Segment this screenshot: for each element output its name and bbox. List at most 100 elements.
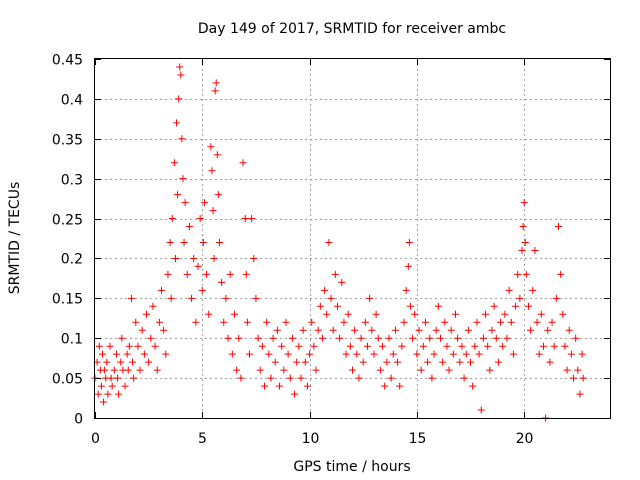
data-point: [181, 199, 189, 207]
data-point: [432, 326, 440, 334]
data-point: [100, 398, 108, 406]
data-point: [213, 151, 221, 159]
data-point: [469, 382, 477, 390]
data-point: [402, 286, 410, 294]
data-point: [179, 175, 187, 183]
data-point: [349, 366, 356, 374]
data-point: [389, 350, 397, 358]
data-point: [145, 358, 153, 366]
data-point: [475, 350, 483, 358]
data-point: [351, 326, 359, 334]
data-point: [185, 223, 193, 231]
data-point: [198, 286, 206, 294]
data-point: [205, 310, 213, 318]
data-point: [282, 318, 290, 326]
data-point: [224, 334, 232, 342]
data-point: [235, 334, 243, 342]
data-point: [387, 374, 395, 382]
data-point: [364, 342, 372, 350]
data-point: [293, 358, 301, 366]
data-point: [342, 350, 350, 358]
data-point: [462, 350, 470, 358]
data-point: [271, 358, 279, 366]
data-point: [104, 390, 112, 398]
data-point: [563, 366, 571, 374]
data-point: [368, 326, 376, 334]
x-tick-label: 10: [302, 431, 320, 447]
data-point: [207, 143, 215, 151]
data-point: [521, 238, 529, 246]
data-point: [280, 366, 288, 374]
data-point: [177, 71, 185, 79]
data-point: [486, 366, 494, 374]
y-tick-label: 0.4: [61, 93, 83, 109]
data-point: [112, 350, 120, 358]
data-point: [421, 318, 429, 326]
data-point: [178, 135, 186, 143]
data-point: [522, 270, 530, 278]
data-point: [267, 374, 275, 382]
data-point: [310, 342, 318, 350]
y-tick-label: 0.3: [61, 173, 83, 189]
data-point: [284, 350, 292, 358]
data-point: [514, 270, 522, 278]
data-point: [561, 342, 569, 350]
data-point: [316, 302, 324, 310]
data-point: [516, 294, 524, 302]
data-point: [482, 310, 490, 318]
data-point: [456, 358, 464, 366]
data-point: [579, 374, 587, 382]
data-point: [447, 326, 455, 334]
data-point: [344, 310, 352, 318]
data-point: [106, 342, 114, 350]
y-tick-label: 0.45: [52, 53, 83, 69]
data-point: [166, 238, 174, 246]
data-point: [246, 350, 253, 358]
data-point: [115, 390, 123, 398]
data-point: [103, 358, 111, 366]
data-point: [164, 270, 172, 278]
data-point: [574, 366, 582, 374]
data-point: [199, 238, 207, 246]
data-point: [226, 270, 234, 278]
data-point: [499, 342, 507, 350]
data-point: [376, 366, 384, 374]
data-point: [439, 358, 447, 366]
data-point: [168, 215, 176, 223]
data-point: [370, 350, 378, 358]
data-point: [130, 374, 138, 382]
data-point: [539, 342, 547, 350]
data-point: [477, 406, 485, 414]
data-point: [490, 302, 498, 310]
data-point: [353, 350, 361, 358]
data-point: [454, 334, 462, 342]
data-point: [359, 358, 367, 366]
data-point: [557, 270, 565, 278]
data-point: [467, 358, 475, 366]
data-point: [212, 79, 220, 87]
data-point: [379, 342, 387, 350]
data-point: [97, 382, 105, 390]
data-point: [374, 334, 382, 342]
data-point: [190, 254, 198, 262]
data-point: [333, 302, 341, 310]
data-point: [479, 334, 487, 342]
data-point: [428, 374, 436, 382]
y-tick-label: 0.35: [52, 133, 83, 149]
data-point: [443, 342, 451, 350]
y-tick-label: 0.1: [61, 332, 83, 348]
data-point: [572, 334, 580, 342]
data-point: [394, 358, 402, 366]
data-point: [357, 334, 365, 342]
data-point: [419, 342, 427, 350]
data-point: [250, 254, 258, 262]
data-point: [372, 310, 380, 318]
points-layer: [91, 63, 587, 422]
data-point: [203, 270, 211, 278]
data-point: [329, 326, 337, 334]
data-point: [233, 366, 241, 374]
x-axis-label: GPS time / hours: [293, 459, 410, 475]
x-tick-label: 5: [198, 431, 207, 447]
data-point: [167, 294, 175, 302]
